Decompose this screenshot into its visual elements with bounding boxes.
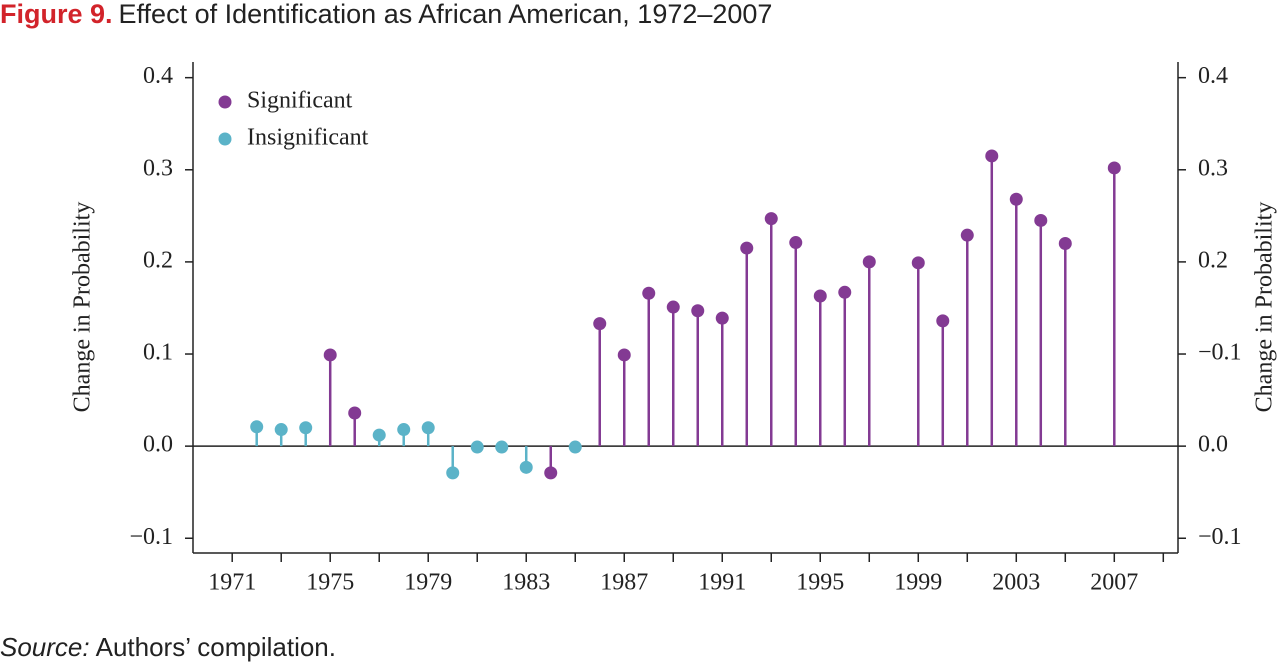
x-tick-label: 1979 bbox=[404, 570, 452, 596]
x-tick-label: 2003 bbox=[992, 570, 1040, 596]
x-tick-label: 1975 bbox=[306, 570, 354, 596]
stem-marker bbox=[960, 228, 974, 242]
stem-marker bbox=[372, 428, 386, 442]
y-axis-label: Change in Probability bbox=[70, 202, 96, 413]
y-tick-label: 0.0 bbox=[143, 432, 173, 458]
legend-label: Insignificant bbox=[247, 125, 369, 151]
y-tick-label: 0.2 bbox=[143, 247, 173, 273]
stem-marker bbox=[740, 241, 754, 255]
stem-marker bbox=[789, 236, 803, 250]
y-tick-label: 0.1 bbox=[143, 340, 173, 366]
stem-marker bbox=[617, 348, 631, 362]
x-tick-label: 1983 bbox=[502, 570, 550, 596]
stem-marker bbox=[666, 300, 680, 314]
y2-tick-label: 0.4 bbox=[1198, 63, 1228, 89]
stem-marker bbox=[544, 466, 558, 480]
y-tick-label: 0.3 bbox=[143, 155, 173, 181]
x-tick-label: 1971 bbox=[208, 570, 256, 596]
stem-marker bbox=[862, 255, 876, 269]
stem-marker bbox=[446, 466, 460, 480]
y2-tick-label: −0.1 bbox=[1198, 340, 1242, 366]
source-label: Source: bbox=[0, 632, 90, 662]
y2-tick-label: 0.3 bbox=[1198, 155, 1228, 181]
stem-marker bbox=[1107, 161, 1121, 175]
legend-marker bbox=[218, 95, 232, 109]
stem-marker bbox=[495, 440, 509, 454]
x-tick-label: 1995 bbox=[796, 570, 844, 596]
stem-marker bbox=[299, 421, 313, 435]
stem-marker bbox=[715, 311, 729, 325]
stem-marker bbox=[274, 423, 288, 437]
y2-axis-label: Change in Probability bbox=[1252, 202, 1278, 413]
stem-marker bbox=[1058, 236, 1072, 250]
stem-marker bbox=[470, 440, 484, 454]
stem-marker bbox=[764, 212, 778, 226]
y2-tick-label: −0.1 bbox=[1198, 524, 1242, 550]
x-tick-label: 1999 bbox=[894, 570, 942, 596]
legend-label: Significant bbox=[247, 88, 353, 114]
stem-marker bbox=[250, 420, 264, 434]
stem-marker bbox=[1009, 192, 1023, 206]
stem-marker bbox=[691, 304, 705, 318]
chart-title: Effect of Identification as African Amer… bbox=[119, 0, 773, 29]
stem-marker bbox=[568, 440, 582, 454]
y2-tick-label: 0.2 bbox=[1198, 247, 1228, 273]
stem-marker bbox=[348, 406, 362, 420]
y-tick-label: 0.4 bbox=[143, 63, 173, 89]
source-text: Authors’ compilation. bbox=[96, 632, 336, 662]
x-tick-label: 1991 bbox=[698, 570, 746, 596]
stem-marker bbox=[397, 423, 411, 437]
y-tick-label: −0.1 bbox=[129, 524, 173, 550]
stem-marker bbox=[421, 421, 435, 435]
stem-marker bbox=[838, 285, 852, 299]
source-line: Source: Authors’ compilation. bbox=[0, 632, 336, 662]
stem-marker bbox=[323, 348, 337, 362]
stem-marker bbox=[593, 317, 607, 331]
stem-marker bbox=[519, 460, 533, 474]
y2-tick-label: 0.0 bbox=[1198, 432, 1228, 458]
x-tick-label: 2007 bbox=[1090, 570, 1138, 596]
figure-label: Figure 9. bbox=[0, 0, 113, 29]
stem-marker bbox=[1034, 213, 1048, 227]
stem-marker bbox=[642, 286, 656, 300]
stem-marker bbox=[985, 149, 999, 163]
title-line: Figure 9. Effect of Identification as Afr… bbox=[0, 0, 772, 29]
stem-marker bbox=[936, 314, 950, 328]
legend-marker bbox=[218, 132, 232, 146]
stem-marker bbox=[813, 289, 827, 303]
x-tick-label: 1987 bbox=[600, 570, 648, 596]
stem-marker bbox=[911, 256, 925, 270]
